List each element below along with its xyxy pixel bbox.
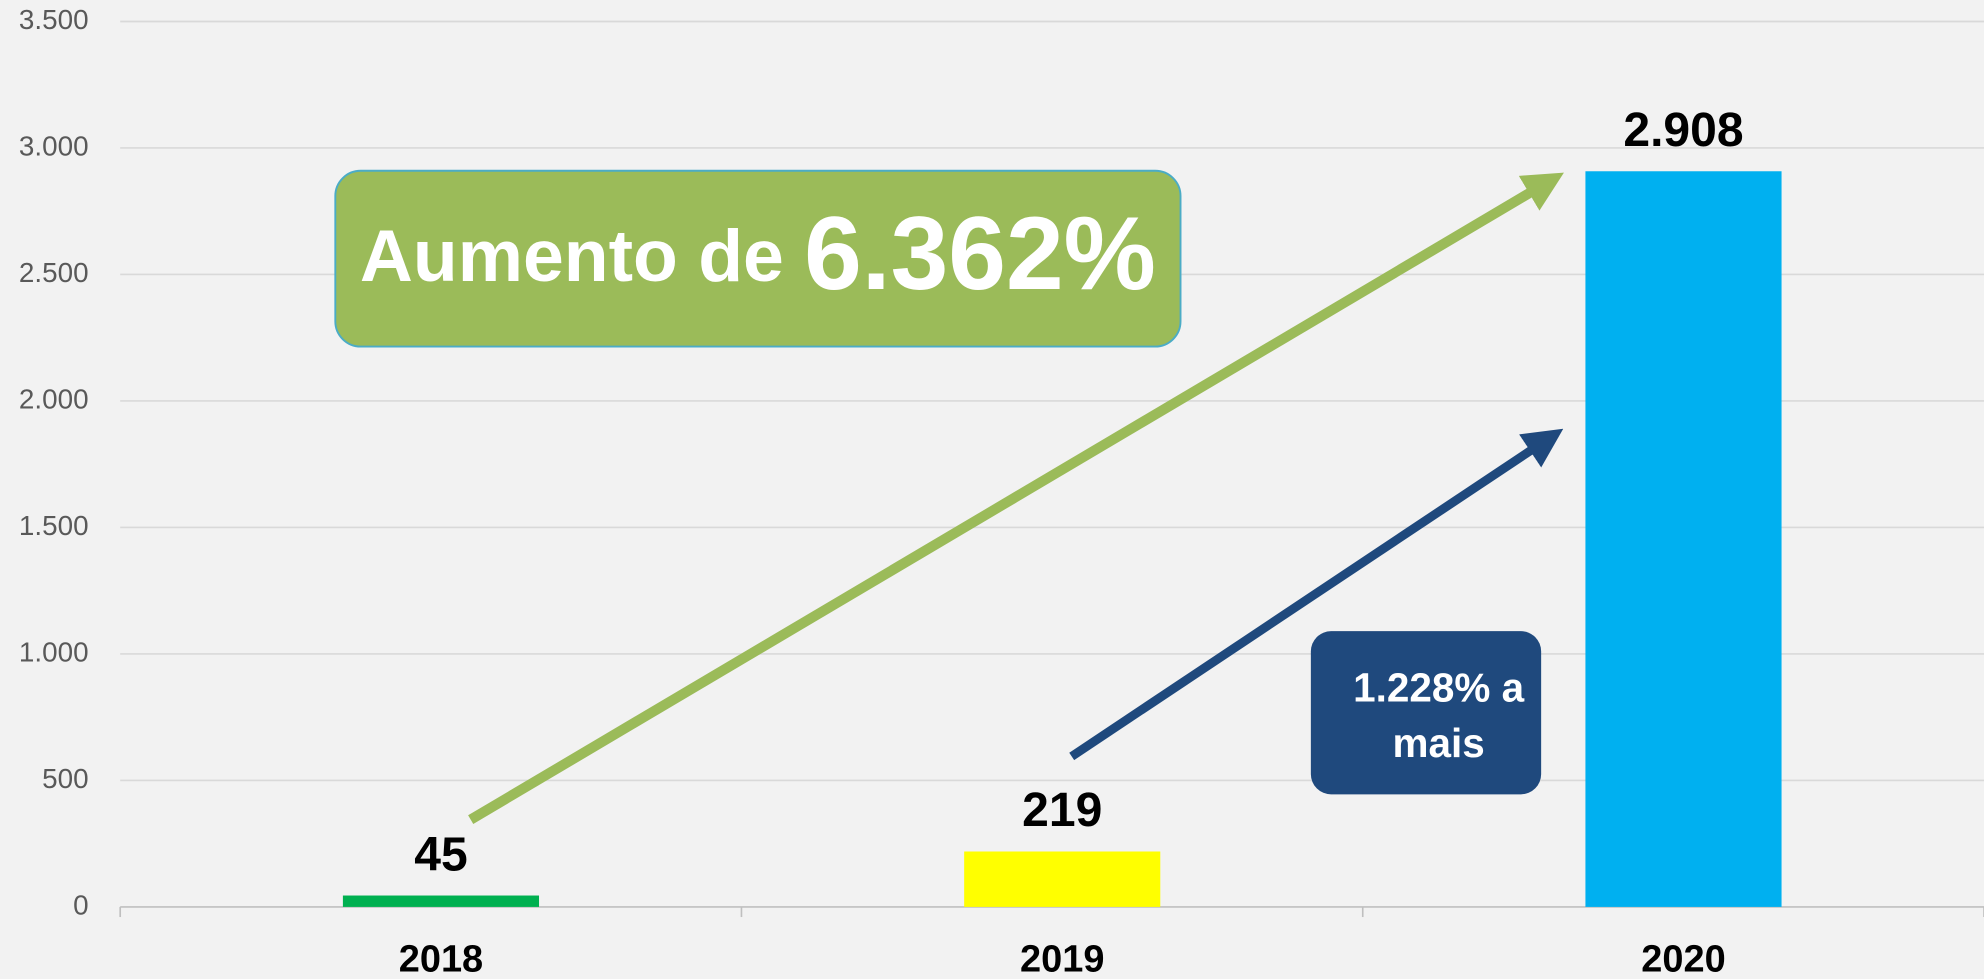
value-label: 219	[1022, 783, 1102, 837]
bar	[342, 895, 540, 907]
value-label: 45	[414, 827, 467, 881]
x-tick-label: 2019	[1020, 938, 1104, 979]
y-tick-label: 3.000	[19, 130, 89, 161]
increase-text: Aumento de 6.362%	[360, 195, 1156, 311]
blue-arrow	[1069, 428, 1564, 761]
increase-box	[334, 169, 1182, 348]
y-tick-label: 0	[73, 889, 88, 920]
y-tick-label: 2.500	[19, 257, 89, 288]
bar	[1585, 171, 1782, 907]
green-arrow	[468, 172, 1564, 824]
y-tick-label: 3.500	[19, 4, 89, 35]
y-tick-label: 1.000	[19, 636, 89, 667]
y-tick-label: 2.000	[19, 383, 89, 414]
y-tick-label: 1.500	[19, 510, 89, 541]
x-tick-label: 2018	[399, 938, 483, 979]
increase-prefix: Aumento de	[360, 215, 784, 297]
difference-box	[1310, 631, 1542, 795]
y-tick-label: 500	[42, 763, 88, 794]
labels: 0 500 1.000 1.500 2.000 2.500 3.000 3.500 2018 45…	[19, 4, 1744, 979]
x-tick-label: 2020	[1641, 938, 1725, 979]
increase-value: 6.362%	[804, 195, 1156, 311]
difference-line: mais	[1393, 720, 1485, 766]
difference-line: 1.228% a	[1353, 664, 1525, 710]
bar	[964, 851, 1161, 907]
value-label: 2.908	[1623, 103, 1743, 157]
bars	[342, 171, 1782, 907]
